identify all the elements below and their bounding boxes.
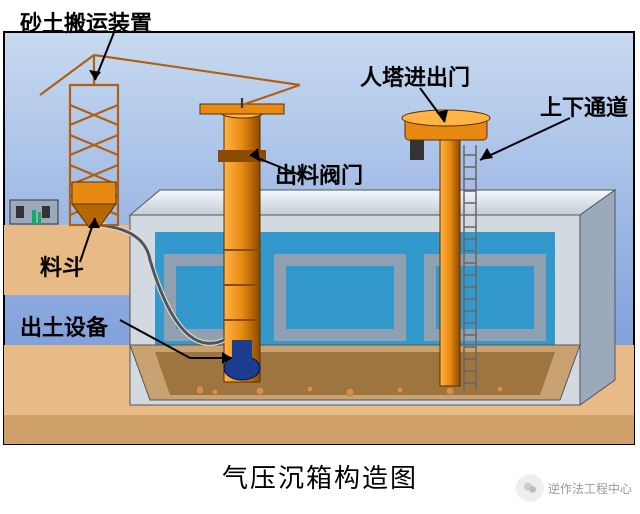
label-valve: 出料阀门 xyxy=(275,158,363,190)
label-hopper: 料斗 xyxy=(40,250,84,282)
watermark-text: 逆作法工程中心 xyxy=(548,480,632,497)
watermark: 逆作法工程中心 xyxy=(516,474,632,502)
label-crane: 砂土搬运装置 xyxy=(20,6,152,38)
label-equip: 出土设备 xyxy=(20,310,108,342)
person-tower-door xyxy=(410,140,424,160)
label-door: 人塔进出门 xyxy=(360,60,470,92)
label-channel: 上下通道 xyxy=(540,90,628,122)
wechat-icon xyxy=(516,474,544,502)
seabed-deep xyxy=(4,415,634,444)
diagram-canvas: 砂土搬运装置 人塔进出门 上下通道 出料阀门 料斗 出土设备 xyxy=(0,0,640,450)
diagram-svg xyxy=(0,0,640,450)
caisson xyxy=(130,190,615,405)
